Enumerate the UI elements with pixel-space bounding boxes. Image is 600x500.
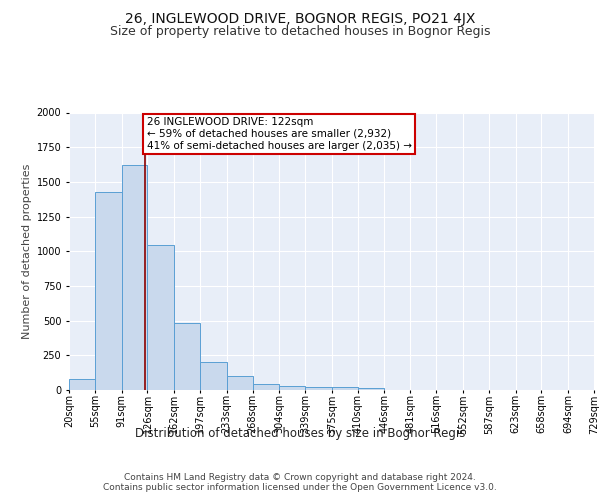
Bar [174, 324, 200, 390]
Y-axis label: Number of detached properties: Number of detached properties [22, 164, 32, 339]
Bar [200, 362, 227, 390]
Bar [332, 387, 358, 390]
Bar [279, 386, 305, 390]
Bar [253, 384, 279, 390]
Text: 26 INGLEWOOD DRIVE: 122sqm
← 59% of detached houses are smaller (2,932)
41% of s: 26 INGLEWOOD DRIVE: 122sqm ← 59% of deta… [147, 118, 412, 150]
Bar [122, 165, 148, 390]
Bar [69, 378, 95, 390]
Bar [358, 388, 385, 390]
Bar [95, 192, 122, 390]
Text: Size of property relative to detached houses in Bognor Regis: Size of property relative to detached ho… [110, 25, 490, 38]
Text: 26, INGLEWOOD DRIVE, BOGNOR REGIS, PO21 4JX: 26, INGLEWOOD DRIVE, BOGNOR REGIS, PO21 … [125, 12, 475, 26]
Bar [227, 376, 253, 390]
Text: Distribution of detached houses by size in Bognor Regis: Distribution of detached houses by size … [135, 428, 465, 440]
Bar [148, 244, 174, 390]
Bar [305, 387, 332, 390]
Text: Contains HM Land Registry data © Crown copyright and database right 2024.
Contai: Contains HM Land Registry data © Crown c… [103, 472, 497, 492]
